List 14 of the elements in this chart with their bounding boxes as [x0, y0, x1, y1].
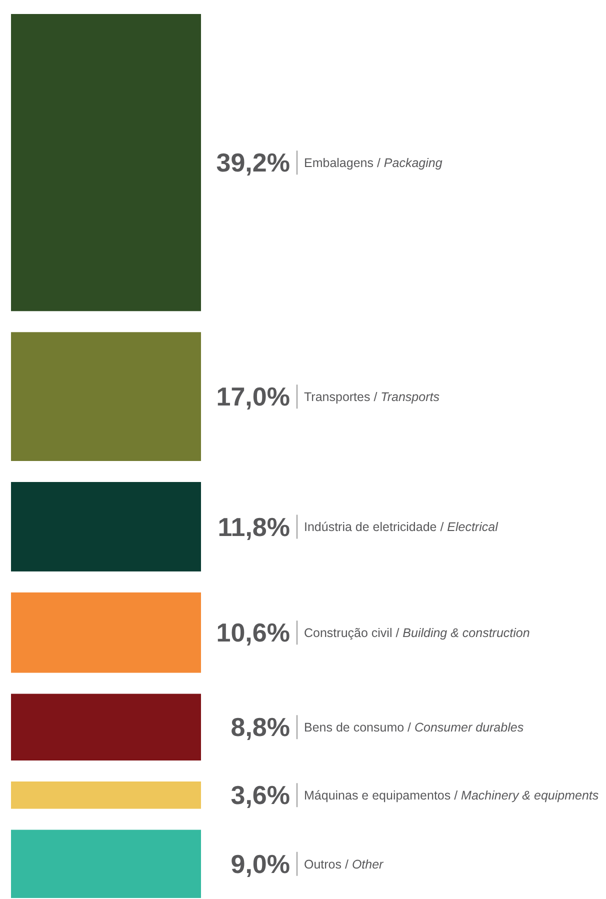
data-label: 11,8%	[218, 512, 290, 542]
category-label: Indústria de eletricidade / Electrical	[304, 520, 500, 534]
data-label: 17,0%	[216, 382, 290, 412]
category-label: Construção civil / Building & construction	[304, 626, 530, 640]
data-label: 9,0%	[230, 848, 290, 879]
data-label: 3,6%	[230, 780, 290, 810]
data-label: 8,8%	[230, 712, 290, 742]
category-label: Embalagens / Packaging	[304, 156, 442, 170]
data-label: 10,6%	[216, 618, 290, 648]
category-label: Transportes / Transports	[304, 390, 440, 404]
category-label: Bens de consumo / Consumer durables	[304, 720, 524, 735]
category-label: Máquinas e equipamentos / Machinery & equipments	[304, 788, 599, 803]
category-label: Outros / Other	[304, 857, 384, 872]
data-label: 39,2%	[216, 148, 290, 178]
